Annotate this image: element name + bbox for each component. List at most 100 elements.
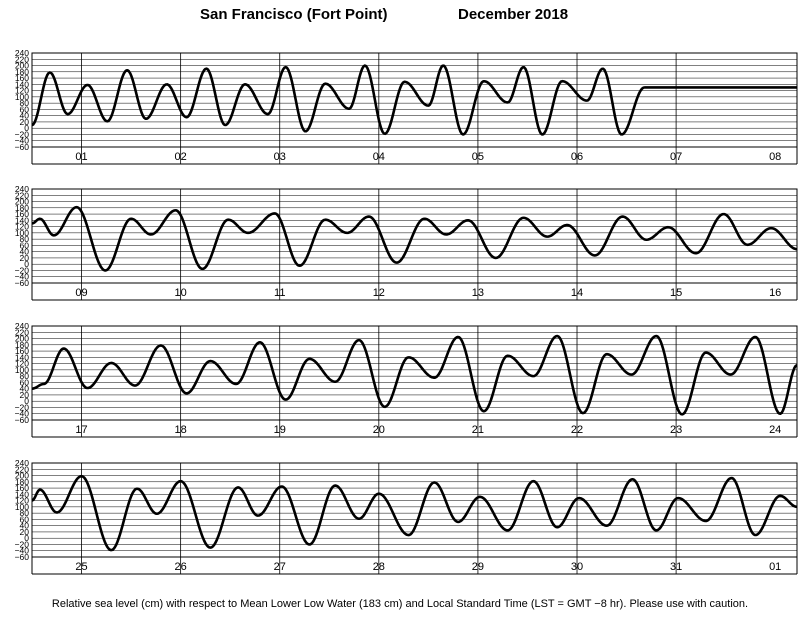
y-tick-label: 120 (15, 222, 29, 232)
y-tick-label: 40 (20, 247, 30, 257)
day-label: 24 (769, 424, 781, 436)
y-tick-label: 20 (20, 117, 30, 127)
y-tick-label: 180 (15, 67, 29, 77)
y-tick-label: 100 (15, 228, 29, 238)
day-label: 29 (472, 561, 484, 573)
panel-frame (31, 188, 798, 284)
day-label: 08 (769, 151, 781, 163)
y-tick-label: 20 (20, 390, 30, 400)
day-label: 17 (75, 424, 87, 436)
y-tick-label: 140 (15, 489, 29, 499)
day-label: 22 (571, 424, 583, 436)
y-tick-label: 60 (20, 104, 30, 114)
y-tick-label: 140 (15, 352, 29, 362)
tide-curve (31, 64, 798, 136)
chart-title-place: San Francisco (Fort Point) (200, 6, 388, 23)
y-tick-label: 240 (15, 321, 29, 331)
tide-panel-3: 240220200180160140120100806040200−20−40−… (15, 321, 798, 438)
day-label: 23 (670, 424, 682, 436)
y-tick-label: 120 (15, 496, 29, 506)
tide-curve (31, 205, 798, 272)
day-label: 30 (571, 561, 583, 573)
day-label: 03 (274, 151, 286, 163)
day-label: 01 (769, 561, 781, 573)
day-label: 28 (373, 561, 385, 573)
y-tick-label: 140 (15, 79, 29, 89)
y-tick-label: −40 (15, 409, 30, 419)
y-tick-label: 240 (15, 48, 29, 58)
tide-curve (31, 474, 798, 552)
day-label: 02 (175, 151, 187, 163)
y-tick-label: 120 (15, 86, 29, 96)
panel-frame (31, 52, 798, 148)
y-tick-label: 240 (15, 184, 29, 194)
y-tick-label: 40 (20, 384, 30, 394)
day-label: 15 (670, 287, 682, 299)
y-tick-label: −20 (15, 265, 30, 275)
y-tick-label: 20 (20, 527, 30, 537)
day-label: 07 (670, 151, 682, 163)
y-tick-label: −20 (15, 129, 30, 139)
y-tick-label: 80 (20, 371, 30, 381)
y-tick-label: 60 (20, 514, 30, 524)
y-tick-label: 180 (15, 477, 29, 487)
y-tick-label: −20 (15, 539, 30, 549)
y-tick-label: −60 (15, 278, 30, 288)
day-label: 10 (175, 287, 187, 299)
y-tick-label: 0 (24, 259, 29, 269)
tide-panel-4: 240220200180160140120100806040200−20−40−… (15, 458, 798, 575)
day-label: 18 (175, 424, 187, 436)
y-tick-label: 160 (15, 483, 29, 493)
day-label: 21 (472, 424, 484, 436)
chart-title-month: December 2018 (458, 6, 569, 23)
day-label: 27 (274, 561, 286, 573)
day-label: 05 (472, 151, 484, 163)
y-tick-label: 0 (24, 396, 29, 406)
day-label: 12 (373, 287, 385, 299)
y-tick-label: 0 (24, 533, 29, 543)
y-tick-label: 80 (20, 234, 30, 244)
y-tick-label: 180 (15, 203, 29, 213)
day-label: 11 (274, 287, 285, 299)
y-tick-label: 20 (20, 253, 30, 263)
y-tick-label: −40 (15, 546, 30, 556)
day-label: 01 (75, 151, 87, 163)
tide-panel-2: 240220200180160140120100806040200−20−40−… (15, 184, 798, 301)
y-tick-label: 220 (15, 54, 29, 64)
panel-frame (31, 462, 798, 558)
y-tick-label: 100 (15, 92, 29, 102)
tide-curve (31, 334, 798, 416)
y-tick-label: 240 (15, 458, 29, 468)
day-label: 19 (274, 424, 286, 436)
y-tick-label: 60 (20, 240, 30, 250)
day-label: 04 (373, 151, 385, 163)
day-label: 20 (373, 424, 385, 436)
y-tick-label: 120 (15, 359, 29, 369)
tide-panel-1: 240220200180160140120100806040200−20−40−… (15, 48, 798, 165)
y-tick-label: 60 (20, 377, 30, 387)
y-tick-label: 160 (15, 73, 29, 83)
y-tick-label: −40 (15, 272, 30, 282)
y-tick-label: 40 (20, 521, 30, 531)
day-label: 31 (670, 561, 682, 573)
y-tick-label: 0 (24, 123, 29, 133)
y-tick-label: −40 (15, 136, 30, 146)
y-tick-label: −60 (15, 415, 30, 425)
day-label: 16 (769, 287, 781, 299)
day-label: 14 (571, 287, 583, 299)
panel-frame (31, 325, 798, 421)
y-tick-label: 200 (15, 197, 29, 207)
y-tick-label: 200 (15, 334, 29, 344)
y-tick-label: 200 (15, 471, 29, 481)
day-label: 26 (175, 561, 187, 573)
day-label: 25 (75, 561, 87, 573)
y-tick-label: 80 (20, 508, 30, 518)
y-tick-label: 160 (15, 209, 29, 219)
y-tick-label: 140 (15, 215, 29, 225)
y-tick-label: −20 (15, 402, 30, 412)
y-tick-label: 100 (15, 502, 29, 512)
footer-note: Relative sea level (cm) with respect to … (51, 598, 749, 610)
y-tick-label: 180 (15, 340, 29, 350)
day-label: 13 (472, 287, 484, 299)
